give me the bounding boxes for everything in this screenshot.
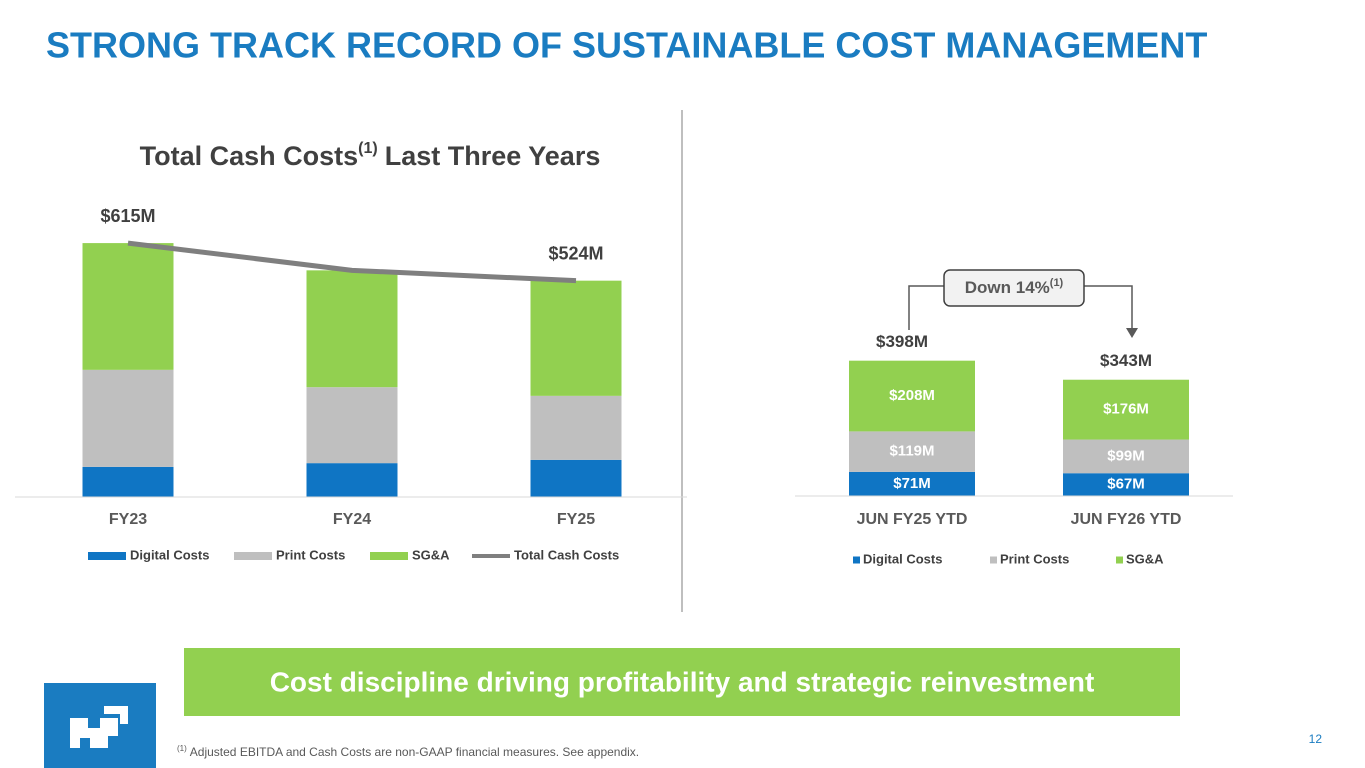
x-tick-label: FY25: [557, 511, 595, 528]
legend-swatch: [1116, 556, 1123, 564]
x-tick-label: JUN FY26 YTD: [1071, 511, 1182, 528]
data-label: $119M: [889, 443, 934, 460]
bar-segment: [82, 243, 174, 370]
legend-label: SG&A: [1126, 551, 1164, 566]
bar-segment: [530, 395, 622, 460]
chart-title-main: Total Cash Costs: [140, 141, 359, 171]
bar-segment: [306, 387, 398, 464]
data-label: $67M: [1107, 476, 1145, 493]
annotation-text: Down 14%: [965, 278, 1050, 297]
footnote-text: Adjusted EBITDA and Cash Costs are non-G…: [190, 745, 639, 759]
slide-title: STRONG TRACK RECORD OF SUSTAINABLE COST …: [46, 25, 1207, 66]
annotation-superscript: (1): [1050, 277, 1064, 289]
chart-title-superscript: (1): [358, 140, 378, 157]
bar-segment: [306, 463, 398, 497]
legend-swatch: [88, 552, 126, 560]
annotation-box: [943, 269, 1085, 307]
footnote: (1) Adjusted EBITDA and Cash Costs are no…: [177, 744, 639, 759]
legend-label: SG&A: [412, 547, 450, 562]
x-tick-label: JUN FY25 YTD: [857, 511, 968, 528]
connector: [1084, 285, 1133, 328]
banner-text: Cost discipline driving profitability an…: [270, 666, 1095, 697]
legend-label: Print Costs: [276, 547, 345, 562]
banner: [184, 648, 1180, 716]
data-label: $615M: [100, 206, 155, 226]
bar-segment: [530, 280, 622, 396]
legend-label: Print Costs: [1000, 551, 1069, 566]
annotation: Down 14%(1): [965, 277, 1064, 298]
bar-segment: [530, 459, 622, 497]
chart-title-suffix: Last Three Years: [385, 141, 601, 171]
total-label: $398M: [876, 332, 928, 351]
x-tick-label: FY23: [109, 511, 147, 528]
data-label: $71M: [893, 475, 931, 492]
arrow-head: [1126, 328, 1138, 338]
legend-label: Digital Costs: [130, 547, 209, 562]
data-label: $99M: [1107, 447, 1145, 464]
page-number: 12: [1309, 732, 1323, 746]
bar-segment: [849, 431, 975, 472]
legend-swatch: [370, 552, 408, 560]
footnote-marker: (1): [177, 744, 187, 753]
logo-mark: [104, 706, 128, 724]
bar-segment: [1063, 379, 1189, 440]
logo-mark: [70, 718, 118, 748]
data-label: $524M: [548, 243, 603, 263]
legend-label: Total Cash Costs: [514, 547, 619, 562]
bar-segment: [306, 270, 398, 388]
bar-segment: [1063, 439, 1189, 474]
data-label: $208M: [889, 387, 935, 404]
bar-segment: [849, 471, 975, 496]
x-tick-label: FY24: [333, 511, 371, 528]
legend-label: Digital Costs: [863, 551, 942, 566]
chart-title: Total Cash Costs(1) Last Three Years: [140, 140, 601, 171]
bar-segment: [849, 360, 975, 432]
connector: [908, 285, 944, 330]
data-label: $176M: [1103, 401, 1149, 418]
total-label: $343M: [1100, 351, 1152, 370]
bar-segment: [1063, 473, 1189, 496]
total-line: [127, 240, 577, 284]
bar-segment: [82, 369, 174, 467]
legend-swatch: [990, 556, 997, 564]
legend-swatch: [234, 552, 272, 560]
legend-swatch: [853, 556, 860, 564]
bar-segment: [82, 466, 174, 497]
